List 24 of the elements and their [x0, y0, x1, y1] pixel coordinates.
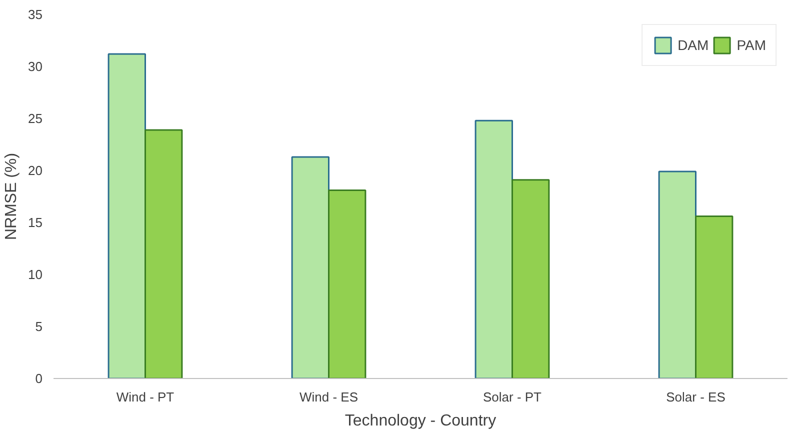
bar — [328, 190, 366, 378]
y-tick-label: 10 — [28, 267, 43, 282]
y-tick-label: 20 — [28, 163, 43, 178]
y-tick-label: 15 — [28, 215, 43, 230]
x-tick-label: Wind - PT — [116, 390, 174, 404]
x-tick-label: Wind - ES — [299, 390, 358, 404]
bar — [474, 120, 513, 378]
bar — [512, 179, 550, 378]
bar — [291, 156, 330, 378]
x-axis-title: Technology - Country — [344, 412, 496, 430]
bar — [144, 129, 183, 378]
bar — [658, 170, 696, 378]
legend-label: DAM — [678, 37, 709, 53]
y-tick-label: 5 — [35, 319, 43, 334]
y-axis-title: NRMSE (%) — [3, 152, 20, 240]
bar — [695, 216, 734, 378]
bar — [108, 53, 146, 378]
y-tick-label: 30 — [28, 59, 43, 74]
y-tick-label: 0 — [35, 371, 43, 386]
x-tick-label: Solar - ES — [666, 390, 726, 404]
y-tick-label: 25 — [28, 111, 43, 126]
y-tick-label: 35 — [28, 7, 43, 22]
legend-label: PAM — [736, 37, 766, 53]
x-tick-label: Solar - PT — [482, 390, 542, 404]
